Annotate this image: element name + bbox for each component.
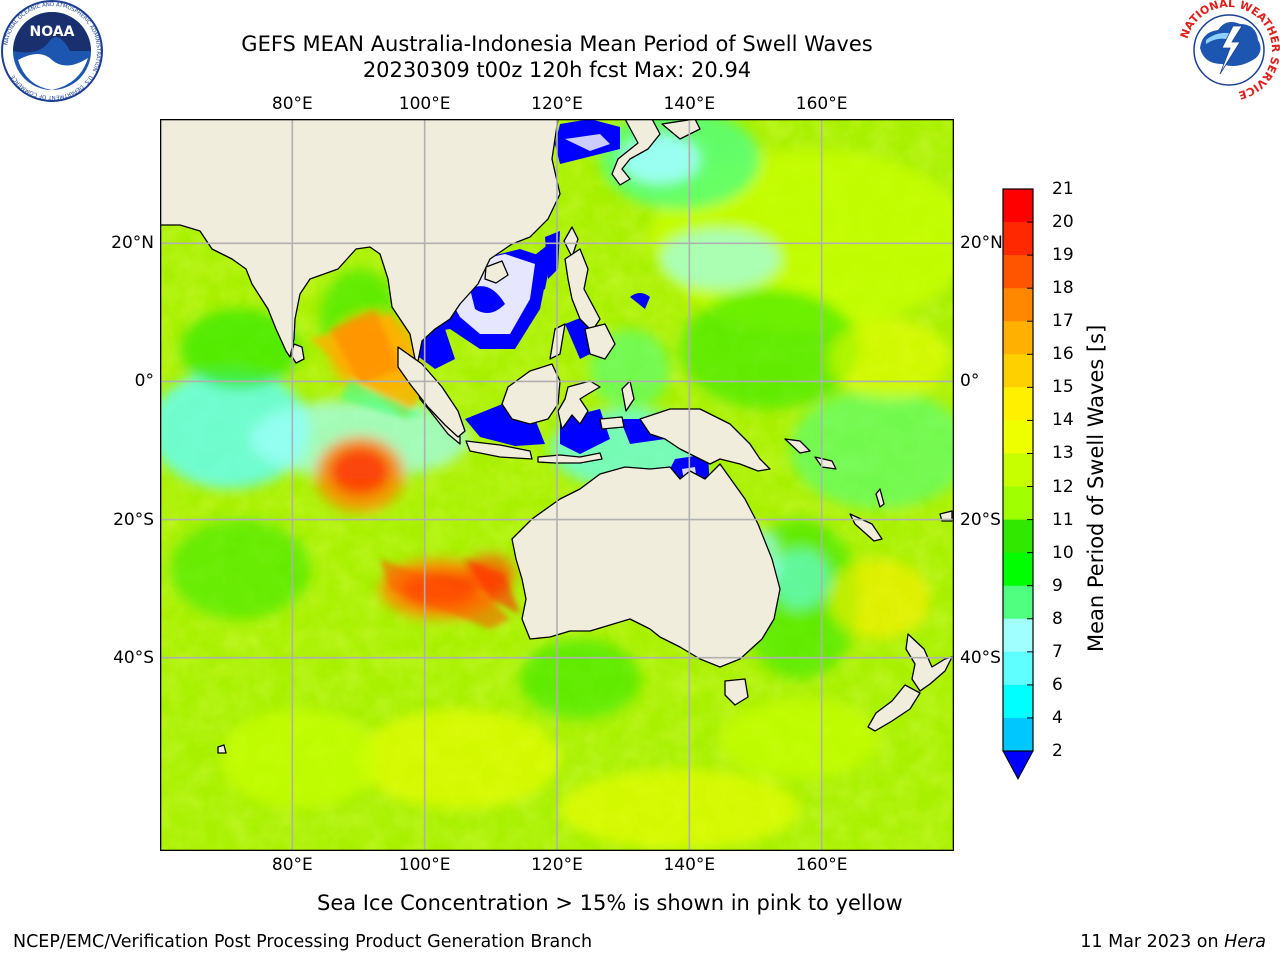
- chart-subtitle: 20230309 t00z 120h fcst Max: 20.94: [362, 58, 752, 82]
- colorbar-title: Mean Period of Swell Waves [s]: [1084, 324, 1108, 652]
- colorbar-label: 4: [1052, 707, 1063, 728]
- lon-tick-bot: 120°E: [531, 855, 583, 875]
- australia: [511, 463, 781, 668]
- noaa-logo: NOAA NATIONAL OCEANIC AND ATMOSPHERIC AD…: [1, 0, 103, 102]
- gridlines: [160, 119, 954, 851]
- lon-tick-top: 140°E: [663, 94, 716, 114]
- colorbar-label: 21: [1052, 179, 1074, 199]
- colorbar-label: 13: [1052, 443, 1074, 464]
- lat-tick-left: 20°S: [113, 509, 154, 530]
- lat-tick-right: 0°: [960, 371, 980, 392]
- bay-of-bengal-swell: [310, 309, 520, 629]
- colorbar-segment: [1003, 222, 1033, 256]
- noaa-logo-text: NOAA: [30, 24, 75, 40]
- colorbar-segment: [1003, 717, 1033, 752]
- lat-tick-left: 20°N: [111, 233, 154, 254]
- chart-title: GEFS MEAN Australia-Indonesia Mean Perio…: [241, 32, 873, 56]
- colorbar-segment: [1003, 321, 1033, 355]
- colorbar-segment: [1003, 486, 1033, 521]
- colorbar-segment: [1003, 387, 1033, 421]
- footer-date: 11 Mar 2023 on Hera: [1080, 932, 1266, 952]
- footer-host: Hera: [1224, 932, 1266, 952]
- colorbar-under-arrow: [1002, 750, 1034, 781]
- colorbar-segment: [1003, 519, 1033, 554]
- lat-tick-right: 20°N: [960, 233, 1003, 254]
- colorbar-segment: [1003, 618, 1033, 653]
- colorbar-segment: [1003, 288, 1033, 322]
- lat-tick-left: 40°S: [113, 647, 154, 668]
- colorbar-label: 8: [1052, 608, 1063, 629]
- footer-date-text: 11 Mar 2023 on: [1080, 932, 1225, 952]
- colorbar-label: 18: [1052, 278, 1074, 299]
- colorbar-segment: [1003, 420, 1033, 454]
- colorbar-segment: [1003, 453, 1033, 488]
- map-frame: [160, 119, 954, 851]
- lon-tick-top: 160°E: [795, 94, 848, 114]
- colorbar-segment: [1003, 651, 1033, 686]
- land: [160, 119, 953, 754]
- colorbar-label: 10: [1052, 542, 1074, 563]
- colorbar-label: 15: [1052, 377, 1074, 398]
- footer-credit: NCEP/EMC/Verification Post Processing Pr…: [13, 932, 593, 952]
- lon-tick-bot: 80°E: [271, 855, 313, 875]
- lat-tick-left: 0°: [134, 371, 154, 392]
- lat-tick-right: 20°S: [960, 509, 1001, 530]
- colorbar-label: 9: [1052, 575, 1063, 596]
- colorbar-label: 12: [1052, 476, 1074, 497]
- sea-ice-note: Sea Ice Concentration > 15% is shown in …: [317, 891, 903, 915]
- lon-tick-top: 100°E: [398, 94, 451, 114]
- lon-tick-bot: 100°E: [398, 855, 451, 875]
- colorbar-frame: [1002, 188, 1034, 752]
- swell-period-map: [160, 119, 954, 851]
- lon-tick-top: 80°E: [271, 94, 313, 114]
- lon-tick-top: 120°E: [531, 94, 583, 114]
- colorbar-segment: [1003, 684, 1033, 719]
- colorbar-label: 14: [1052, 410, 1074, 431]
- colorbar-label: 16: [1052, 344, 1074, 365]
- colorbar-segment: [1003, 552, 1033, 587]
- colorbar: [1002, 188, 1034, 781]
- asia-mainland: [160, 119, 561, 445]
- colorbar-label: 17: [1052, 311, 1074, 332]
- colorbar-segment: [1003, 354, 1033, 388]
- colorbar-label: 11: [1052, 509, 1074, 530]
- lon-tick-bot: 140°E: [663, 855, 716, 875]
- lat-tick-right: 40°S: [960, 647, 1001, 668]
- colorbar-segment: [1003, 255, 1033, 289]
- lon-tick-bot: 160°E: [795, 855, 848, 875]
- colorbar-segment: [1003, 585, 1033, 620]
- colorbar-label: 20: [1052, 212, 1074, 233]
- colorbar-label: 19: [1052, 245, 1074, 266]
- colorbar-segment: [1003, 189, 1033, 223]
- colorbar-label: 7: [1052, 641, 1063, 662]
- colorbar-label: 6: [1052, 674, 1063, 695]
- nws-logo: NATIONAL WEATHER SERVICE: [1178, 0, 1280, 102]
- colorbar-label: 2: [1052, 741, 1063, 761]
